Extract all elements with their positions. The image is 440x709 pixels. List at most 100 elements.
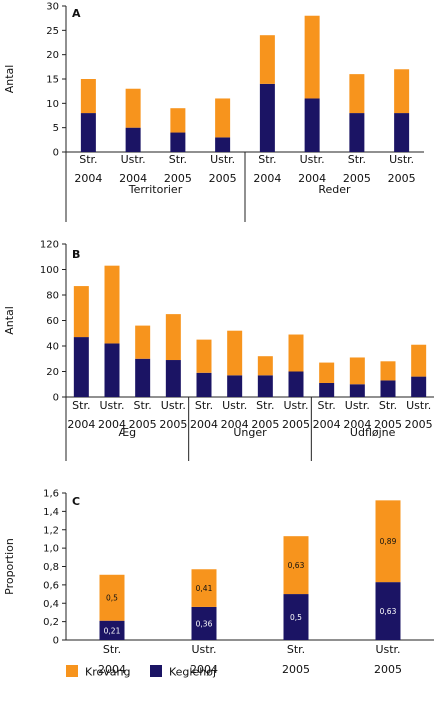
y-tick-label: 80 bbox=[46, 291, 59, 302]
x-tick-label: Str. bbox=[134, 399, 152, 412]
x-tick-label: 2004 bbox=[343, 418, 371, 431]
bar-krovang bbox=[170, 108, 186, 133]
bar-keglehj bbox=[283, 594, 309, 640]
bar-keglehj bbox=[73, 337, 89, 397]
bar-krovang bbox=[380, 361, 396, 381]
bar-keglehj bbox=[191, 606, 217, 640]
bar-keglehj bbox=[215, 137, 231, 152]
bar-keglehj bbox=[380, 380, 396, 397]
x-tick-label: 2004 bbox=[74, 172, 102, 185]
x-tick-label: 2004 bbox=[190, 663, 218, 676]
y-tick-label: 0,6 bbox=[43, 580, 59, 591]
y-tick-label: 0 bbox=[53, 148, 59, 159]
x-tick-label: Ustr. bbox=[121, 153, 146, 166]
bar-krovang bbox=[165, 314, 181, 361]
x-tick-label: 2004 bbox=[98, 418, 126, 431]
data-label: 0,63 bbox=[380, 607, 397, 616]
bar-krovang bbox=[80, 79, 96, 114]
x-tick-label: 2005 bbox=[374, 663, 402, 676]
bar-krovang bbox=[259, 35, 275, 84]
bar-krovang bbox=[125, 88, 141, 128]
bar-krovang bbox=[349, 74, 365, 114]
y-tick-label: 0,4 bbox=[43, 599, 59, 610]
legend-label: Keglehøj bbox=[169, 666, 216, 679]
y-tick-label: 10 bbox=[46, 99, 59, 110]
x-tick-label: 2004 bbox=[190, 418, 218, 431]
bar-keglehj bbox=[196, 372, 212, 397]
bar-keglehj bbox=[227, 375, 243, 397]
x-tick-label: 2005 bbox=[374, 418, 402, 431]
bar-keglehj bbox=[165, 360, 181, 397]
x-tick-label: Str. bbox=[195, 399, 213, 412]
x-tick-label: 2004 bbox=[119, 172, 147, 185]
y-tick-label: 0 bbox=[53, 636, 59, 647]
y-tick-label: 0,2 bbox=[43, 617, 59, 628]
bar-keglehj bbox=[259, 83, 275, 152]
group-label: Æg bbox=[118, 426, 136, 439]
x-tick-label: 2005 bbox=[405, 418, 433, 431]
x-tick-label: 2005 bbox=[388, 172, 416, 185]
x-tick-label: Str. bbox=[318, 399, 336, 412]
x-tick-label: Ustr. bbox=[300, 153, 325, 166]
y-tick-label: 5 bbox=[53, 123, 59, 134]
x-tick-label: Ustr. bbox=[389, 153, 414, 166]
bar-keglehj bbox=[304, 98, 320, 152]
y-tick-label: 1,4 bbox=[43, 507, 59, 518]
group-label: Territorier bbox=[128, 183, 183, 196]
bar-keglehj bbox=[411, 376, 427, 397]
x-tick-label: Str. bbox=[79, 153, 97, 166]
x-tick-label: 2005 bbox=[282, 663, 310, 676]
data-label: 0,21 bbox=[104, 626, 121, 635]
y-tick-label: 20 bbox=[46, 367, 59, 378]
bar-krovang bbox=[319, 362, 335, 383]
bar-keglehj bbox=[349, 384, 365, 397]
group-label: Unger bbox=[233, 426, 267, 439]
bar-krovang bbox=[283, 536, 309, 595]
bar-keglehj bbox=[394, 113, 410, 152]
x-tick-label: 2004 bbox=[313, 418, 341, 431]
bar-krovang bbox=[349, 357, 365, 385]
y-tick-label: 30 bbox=[46, 2, 59, 13]
y-tick-label: 1,0 bbox=[43, 544, 59, 555]
y-tick-label: 0 bbox=[53, 393, 59, 404]
bar-krovang bbox=[191, 569, 217, 607]
x-tick-label: Ustr. bbox=[210, 153, 235, 166]
bar-krovang bbox=[288, 334, 304, 372]
x-tick-label: 2005 bbox=[343, 172, 371, 185]
x-tick-label: 2005 bbox=[129, 418, 157, 431]
y-tick-label: 15 bbox=[46, 75, 59, 86]
x-tick-label: Ustr. bbox=[375, 643, 400, 656]
y-axis-label: Proportion bbox=[3, 538, 16, 595]
y-tick-label: 25 bbox=[46, 26, 59, 37]
bar-krovang bbox=[227, 330, 243, 376]
x-tick-label: Str. bbox=[379, 399, 397, 412]
x-tick-label: Ustr. bbox=[99, 399, 124, 412]
x-tick-label: 2005 bbox=[159, 418, 187, 431]
panel-label: B bbox=[72, 248, 80, 261]
x-tick-label: 2004 bbox=[298, 172, 326, 185]
x-tick-label: Str. bbox=[348, 153, 366, 166]
x-tick-label: Str. bbox=[287, 643, 305, 656]
legend-swatch bbox=[66, 665, 78, 677]
x-tick-label: Ustr. bbox=[222, 399, 247, 412]
x-tick-label: 2005 bbox=[282, 418, 310, 431]
x-tick-label: Ustr. bbox=[283, 399, 308, 412]
x-tick-label: 2004 bbox=[67, 418, 95, 431]
x-tick-label: Ustr. bbox=[161, 399, 186, 412]
x-tick-label: Str. bbox=[169, 153, 187, 166]
x-tick-label: Ustr. bbox=[191, 643, 216, 656]
bar-keglehj bbox=[288, 371, 304, 397]
x-tick-label: Str. bbox=[103, 643, 121, 656]
bar-krovang bbox=[196, 339, 212, 373]
bar-krovang bbox=[375, 500, 401, 583]
legend-label: Krovang bbox=[85, 666, 130, 679]
y-tick-label: 1,6 bbox=[43, 489, 59, 500]
x-tick-label: Ustr. bbox=[345, 399, 370, 412]
x-tick-label: 2005 bbox=[251, 418, 279, 431]
group-label: Udfløjne bbox=[350, 426, 396, 439]
data-label: 0,5 bbox=[106, 594, 118, 603]
bar-krovang bbox=[104, 265, 120, 344]
panel-label: C bbox=[72, 495, 80, 508]
bar-krovang bbox=[394, 69, 410, 114]
